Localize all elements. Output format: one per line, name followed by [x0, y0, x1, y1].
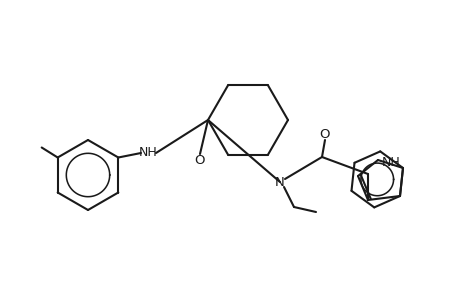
Text: O: O: [319, 128, 330, 142]
Text: O: O: [194, 154, 205, 166]
Text: NH: NH: [381, 155, 400, 169]
Text: N: N: [274, 176, 284, 188]
Text: NH: NH: [138, 146, 157, 160]
